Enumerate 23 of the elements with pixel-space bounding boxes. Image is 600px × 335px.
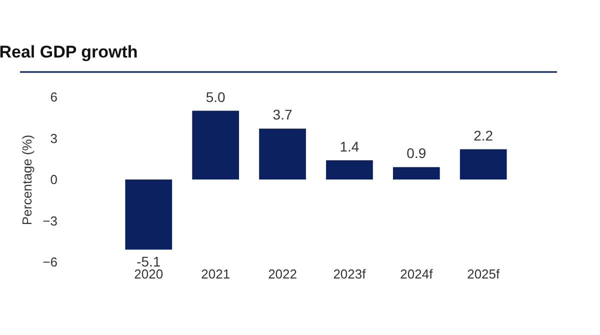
x-tick-label: 2025f (467, 266, 500, 282)
bar (192, 110, 240, 180)
y-tick-label: 0 (50, 172, 58, 187)
bar (392, 167, 440, 180)
data-label: 5.0 (206, 88, 226, 105)
chart-title: Real GDP growth (0, 42, 138, 62)
x-tick-label: 2023f (333, 266, 366, 282)
data-label: 0.9 (406, 145, 426, 162)
x-tick-label: 2021 (201, 266, 230, 282)
x-tick-label: 2022 (268, 266, 297, 282)
bar (460, 149, 507, 180)
data-label: 1.4 (340, 138, 360, 154)
bar (326, 160, 373, 180)
data-label: 2.2 (474, 127, 494, 144)
y-tick-label: −6 (42, 254, 58, 270)
data-label: 3.7 (272, 106, 292, 123)
y-axis-title: Percentage (%) (20, 134, 35, 226)
x-tick-label: 2024f (400, 266, 434, 282)
bar (259, 128, 306, 180)
y-tick-label: 3 (50, 130, 58, 146)
bar (125, 180, 172, 250)
y-tick-label: −3 (42, 213, 58, 228)
y-tick-label: 6 (50, 90, 58, 104)
